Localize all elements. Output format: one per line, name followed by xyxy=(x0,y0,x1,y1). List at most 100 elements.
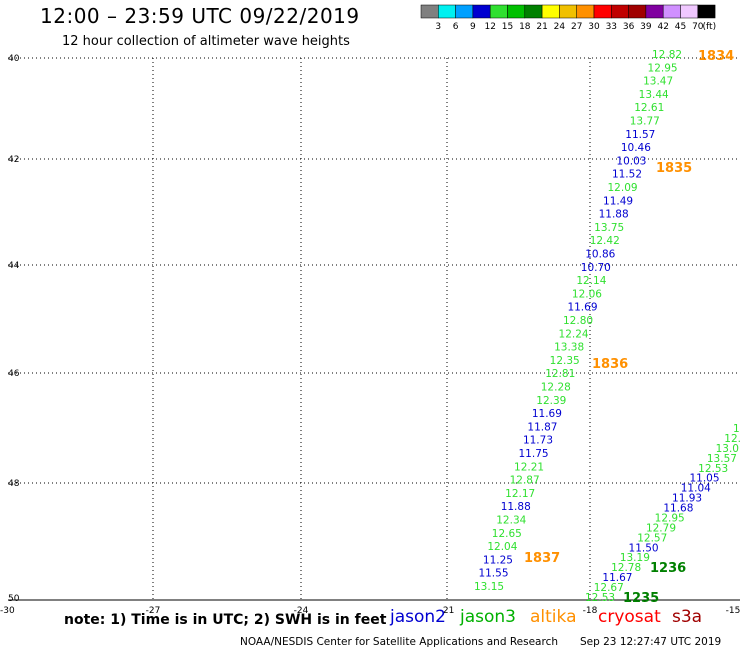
swh-value: 12.42 xyxy=(590,235,620,247)
swh-value: 13.0 xyxy=(716,443,739,455)
lat-lon-grid xyxy=(8,57,740,601)
legend-label: 3 xyxy=(435,22,441,32)
swh-value: 11.93 xyxy=(672,493,702,505)
swh-value: 12.78 xyxy=(611,562,641,574)
swh-value: 12.39 xyxy=(536,395,566,407)
credit-text: NOAA/NESDIS Center for Satellite Applica… xyxy=(240,636,558,648)
swh-value: 11.69 xyxy=(567,302,597,314)
swh-value: 12.80 xyxy=(563,315,593,327)
pass-time-label: 1834 xyxy=(698,49,734,64)
legend-label: 18 xyxy=(519,22,531,32)
swh-value: 12.17 xyxy=(505,488,535,500)
y-tick-label: 46 xyxy=(8,369,20,379)
swh-value: 11.73 xyxy=(523,435,553,447)
footer-note: note: 1) Time is in UTC; 2) SWH is in fe… xyxy=(64,612,387,628)
swh-value: 12.82 xyxy=(652,49,682,61)
swh-value: 10.03 xyxy=(616,155,646,167)
swh-value: 13.57 xyxy=(707,453,737,465)
y-tick-label: 44 xyxy=(8,261,20,271)
satellite-altika: altika xyxy=(530,607,577,627)
satellite-s3a: s3a xyxy=(672,607,703,627)
legend-label: 21 xyxy=(536,22,547,32)
swh-value: 11.52 xyxy=(612,169,642,181)
swh-value: 13.75 xyxy=(594,222,624,234)
swh-value: 12.04 xyxy=(487,541,517,553)
altimeter-tracks: 12.8212.9513.4713.4412.6113.7711.5710.46… xyxy=(474,49,740,604)
legend-label: 12 xyxy=(484,22,495,32)
swh-value: 11.88 xyxy=(599,209,629,221)
swh-value: 12.87 xyxy=(510,475,540,487)
swh-value: 13.15 xyxy=(474,581,504,593)
map-title: 12:00 – 23:59 UTC 09/22/2019 xyxy=(40,4,360,28)
legend-label: 24 xyxy=(554,22,566,32)
swh-value: 12.95 xyxy=(648,62,678,74)
color-legend: 3 6 9 12 15 18 21 24 27 30 33 36 39 42 45 70 (ft) xyxy=(420,4,717,32)
swh-value: 12.81 xyxy=(545,368,575,380)
legend-label: 36 xyxy=(623,22,635,32)
swh-value: 12. xyxy=(724,433,740,445)
legend-label: 27 xyxy=(571,22,582,32)
satellite-jason2: jason2 xyxy=(390,607,446,627)
swh-value: 11.68 xyxy=(663,503,693,515)
legend-label: 15 xyxy=(502,22,513,32)
legend-label: 70 xyxy=(692,22,704,32)
swh-value: 12.34 xyxy=(496,515,526,527)
swh-value: 11.55 xyxy=(478,568,508,580)
swh-value: 12.21 xyxy=(514,461,544,473)
y-tick-label: 48 xyxy=(8,479,20,489)
legend-unit: (ft) xyxy=(703,22,717,32)
swh-value: 13.44 xyxy=(639,89,669,101)
x-tick-label: -18 xyxy=(583,606,598,616)
pass-time-label: 1837 xyxy=(524,551,560,566)
legend-swatch xyxy=(697,4,716,19)
legend-label: 39 xyxy=(640,22,652,32)
swh-value: 12.61 xyxy=(634,102,664,114)
satellite-cryosat: cryosat xyxy=(598,607,661,627)
pass-time-label: 1835 xyxy=(656,161,692,176)
swh-value: 12.95 xyxy=(655,512,685,524)
swh-value: 13.38 xyxy=(554,342,584,354)
legend-label: 42 xyxy=(657,22,668,32)
swh-value: 13.19 xyxy=(620,552,650,564)
pass-time-labels: 1834 1835 1836 1837 1236 1235 xyxy=(524,49,734,606)
x-tick-label: -27 xyxy=(146,606,161,616)
swh-value: 12.53 xyxy=(698,463,728,475)
swh-value: 12.28 xyxy=(541,382,571,394)
x-tick-label: -21 xyxy=(440,606,455,616)
swh-value: 12.57 xyxy=(637,532,667,544)
swh-value: 10.86 xyxy=(585,249,615,261)
swh-value: 12.79 xyxy=(646,522,676,534)
y-tick-label: 50 xyxy=(8,594,20,604)
legend-label: 9 xyxy=(470,22,476,32)
swh-value: 13.47 xyxy=(643,76,673,88)
swh-value: 11.49 xyxy=(603,195,633,207)
swh-value: 11.67 xyxy=(602,572,632,584)
corner-label: -30 xyxy=(0,606,15,616)
swh-value: 12.67 xyxy=(594,582,624,594)
swh-value: 11.25 xyxy=(483,554,513,566)
generated-timestamp: Sep 23 12:27:47 UTC 2019 xyxy=(580,636,722,648)
legend-label: 33 xyxy=(606,22,617,32)
swh-value: 12.09 xyxy=(608,182,638,194)
swh-value: 12.65 xyxy=(492,528,522,540)
x-tick-label: -24 xyxy=(294,606,309,616)
legend-label: 30 xyxy=(588,22,600,32)
legend-label: 6 xyxy=(453,22,459,32)
pass-time-label: 1836 xyxy=(592,357,628,372)
swh-value: 11.88 xyxy=(501,501,531,513)
pass-time-label: 1235 xyxy=(623,591,659,606)
pass-time-label: 1236 xyxy=(650,561,686,576)
swh-value: 12.14 xyxy=(576,275,606,287)
swh-value: 10.70 xyxy=(581,262,611,274)
x-tick-label: -15 xyxy=(726,606,740,616)
swh-value: 11.57 xyxy=(625,129,655,141)
swh-value: 11.05 xyxy=(689,473,719,485)
legend-label: 45 xyxy=(675,22,686,32)
swh-value: 11.50 xyxy=(629,542,659,554)
swh-value: 1 xyxy=(733,423,740,435)
axis-tick-labels: -27 -24 -21 -18 -15 40 42 44 46 48 50 -30 xyxy=(0,54,740,616)
swh-value: 12.24 xyxy=(559,328,589,340)
satellite-jason3: jason3 xyxy=(460,607,516,627)
swh-value: 10.46 xyxy=(621,142,651,154)
map-subtitle: 12 hour collection of altimeter wave hei… xyxy=(62,34,350,49)
